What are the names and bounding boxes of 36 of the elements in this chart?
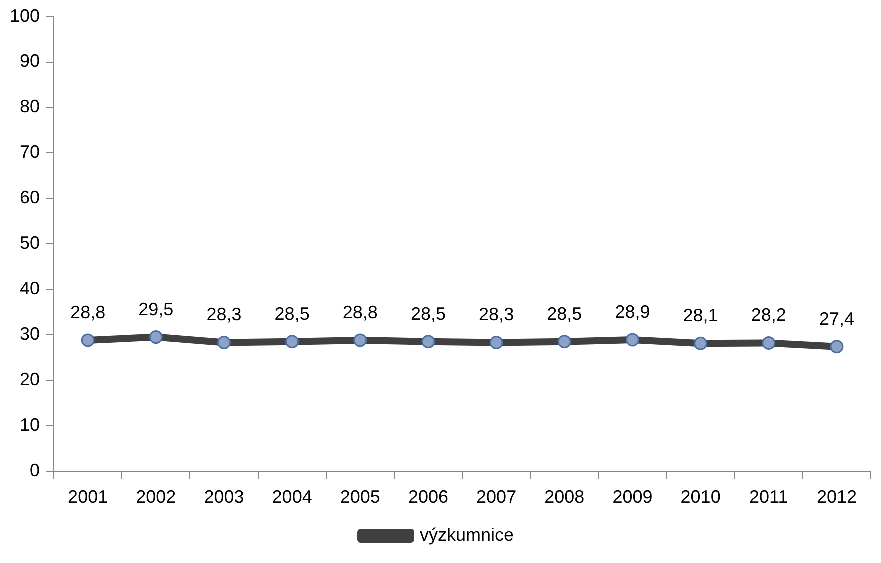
- legend-label: výzkumnice: [420, 524, 514, 545]
- y-tick-label: 100: [10, 6, 40, 26]
- data-label: 28,8: [70, 302, 106, 322]
- y-tick-label: 50: [20, 233, 40, 254]
- x-tick-label: 2011: [750, 487, 788, 508]
- x-tick-label: 2004: [272, 487, 312, 508]
- data-label: 28,3: [479, 304, 514, 325]
- data-label: 28,8: [342, 302, 378, 322]
- y-tick-label: 40: [20, 278, 40, 299]
- y-tick-label: 10: [20, 414, 40, 435]
- y-tick-label: 70: [20, 142, 40, 162]
- x-tick-label: 2002: [136, 487, 176, 508]
- data-label: 28,5: [410, 304, 446, 324]
- x-tick-label: 2007: [476, 487, 517, 508]
- x-tick-label: 2006: [408, 487, 448, 508]
- x-tick-label: 2008: [544, 487, 585, 508]
- x-tick-label: 2005: [340, 487, 380, 508]
- x-tick-label: 2010: [680, 487, 721, 508]
- x-tick-label: 2003: [204, 487, 244, 508]
- y-tick-label: 90: [20, 51, 40, 72]
- y-tick-label: 60: [20, 188, 40, 208]
- y-tick-label: 80: [20, 96, 40, 117]
- data-label: 28,1: [683, 306, 718, 326]
- y-tick-label: 0: [30, 460, 40, 480]
- data-label: 29,5: [138, 299, 174, 320]
- data-label: 28,2: [751, 305, 786, 326]
- x-tick-label: 2009: [612, 487, 653, 508]
- y-tick-label: 30: [20, 324, 40, 344]
- data-label: 27,4: [819, 308, 854, 329]
- data-label: 28,3: [206, 304, 242, 325]
- y-tick-label: 20: [20, 369, 40, 390]
- data-label: 28,9: [615, 302, 650, 322]
- x-tick-label: 2001: [68, 487, 108, 508]
- x-tick-label: 2012: [816, 487, 857, 508]
- data-label: 28,5: [547, 304, 582, 324]
- data-label: 28,5: [274, 304, 310, 324]
